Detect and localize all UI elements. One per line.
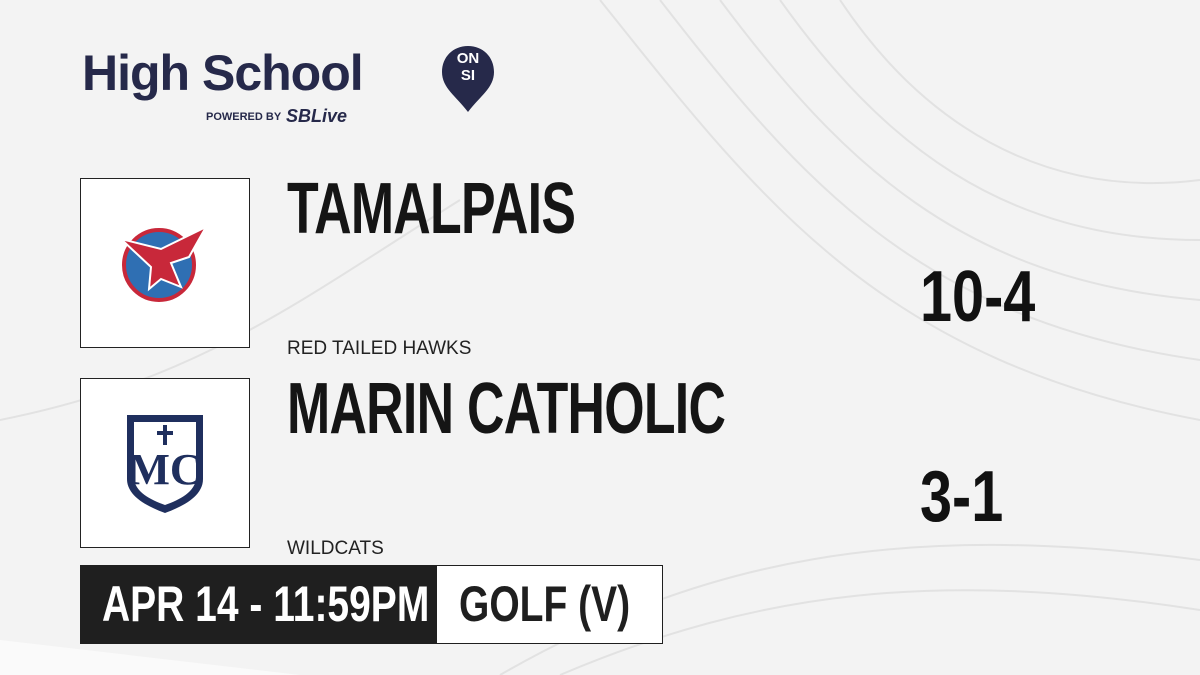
badge-top: ON [456,50,480,67]
badge-text: ON SI [440,50,496,84]
team-name: TAMALPAIS [287,169,576,249]
badge-bottom: SI [460,67,476,84]
date-box: APR 14 - 11:59PM [80,565,436,644]
team-name: MARIN CATHOLIC [287,369,726,449]
team-record: 3-1 [920,457,1004,537]
partner: SBLive [286,106,348,126]
team-logo [80,178,250,348]
team-mascot: WILDCATS [287,538,384,559]
team-record: 10-4 [920,257,1036,337]
team-mascot: RED TAILED HAWKS [287,338,472,359]
team-logo: MC [80,378,250,548]
sport-box: GOLF (V) [436,565,663,644]
badge-pin [442,46,494,112]
sport: GOLF (V) [459,576,631,632]
logo-mc: MC [127,415,203,513]
powered-by: POWERED BY [206,111,282,123]
game-datetime: APR 14 - 11:59PM [102,576,430,632]
logo-hawks [117,224,209,302]
svg-text:MC: MC [128,445,201,494]
brand-title: High School [82,45,364,101]
